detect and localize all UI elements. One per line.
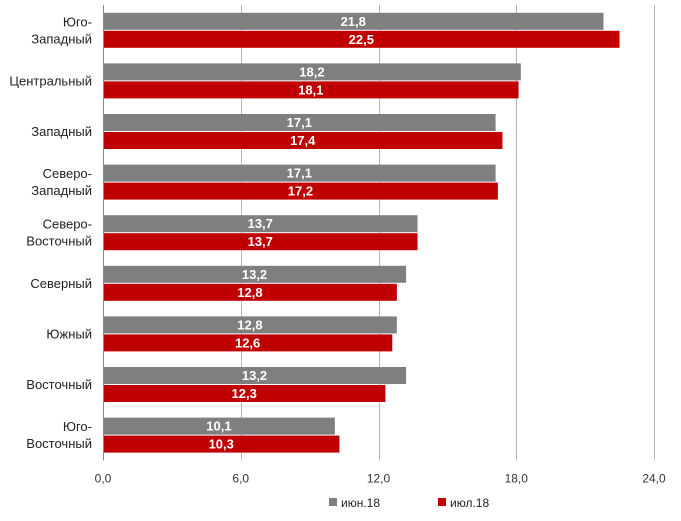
- bar-1-8: [103, 435, 340, 453]
- legend-swatch-0: [329, 498, 337, 506]
- data-label-0-8: 10,1: [206, 419, 231, 434]
- bar-1-0: [103, 30, 620, 48]
- bar-1-4: [103, 233, 418, 251]
- x-tick-label-4: 24,0: [642, 471, 666, 485]
- bar-1-1: [103, 81, 519, 99]
- bar-0-1: [103, 63, 521, 81]
- data-label-1-2: 17,4: [290, 133, 316, 148]
- legend-swatch-1: [438, 498, 446, 506]
- data-label-0-6: 12,8: [237, 317, 262, 332]
- data-label-0-3: 17,1: [287, 166, 312, 181]
- data-label-0-2: 17,1: [287, 115, 312, 130]
- x-tick-label-2: 12,0: [367, 471, 391, 485]
- bar-0-3: [103, 164, 496, 182]
- data-label-1-4: 13,7: [248, 234, 273, 249]
- bar-0-7: [103, 367, 407, 384]
- legend-label-0: июн.18: [341, 496, 380, 510]
- bar-1-6: [103, 334, 393, 352]
- data-label-1-0: 22,5: [349, 32, 374, 47]
- category-label-0: Юго-Западный: [31, 14, 92, 46]
- bar-0-8: [103, 417, 335, 435]
- bar-1-2: [103, 132, 503, 149]
- legend-label-1: июл.18: [450, 496, 489, 510]
- x-tick-label-0: 0,0: [95, 471, 112, 485]
- category-label-7: Восточный: [26, 377, 92, 392]
- category-label-6: Южный: [46, 326, 92, 341]
- bar-1-5: [103, 283, 397, 301]
- x-tick-labels: 0,0 6,0 12,0 18,0 24,0: [95, 471, 666, 485]
- data-label-1-6: 12,6: [235, 335, 260, 350]
- x-tick-label-3: 18,0: [505, 471, 529, 485]
- bar-0-2: [103, 114, 496, 131]
- category-label-5: Северный: [30, 276, 92, 291]
- category-labels: Юго-Западный Центральный Западный Северо-За…: [9, 14, 92, 451]
- data-label-0-5: 13,2: [242, 267, 267, 282]
- bar-1-7: [103, 385, 386, 402]
- data-label-1-1: 18,1: [298, 82, 323, 97]
- x-tick-label-1: 6,0: [232, 471, 249, 485]
- category-label-3: Северо-Западный: [31, 166, 92, 198]
- data-label-1-8: 10,3: [209, 437, 234, 452]
- legend: июн.18 июл.18: [329, 496, 489, 510]
- bar-0-5: [103, 265, 407, 283]
- bar-0-4: [103, 215, 418, 233]
- data-label-0-1: 18,2: [299, 64, 324, 79]
- bar-0-6: [103, 316, 397, 334]
- bars: 21,8 22,5 18,2 18,1 17,1 17,4 17,1 17,2 13,7 13,7…: [103, 12, 620, 453]
- category-label-1: Центральный: [9, 73, 92, 88]
- category-label-4: Северо-Восточный: [26, 217, 92, 249]
- data-label-1-5: 12,8: [237, 285, 262, 300]
- data-label-0-0: 21,8: [341, 14, 366, 29]
- data-label-0-7: 13,2: [242, 368, 267, 383]
- bar-1-3: [103, 182, 498, 200]
- bar-0-0: [103, 12, 604, 30]
- data-label-1-7: 12,3: [232, 386, 257, 401]
- data-label-1-3: 17,2: [288, 184, 313, 199]
- data-label-0-4: 13,7: [248, 216, 273, 231]
- category-label-8: Юго-Восточный: [26, 419, 92, 451]
- category-label-2: Западный: [31, 124, 92, 139]
